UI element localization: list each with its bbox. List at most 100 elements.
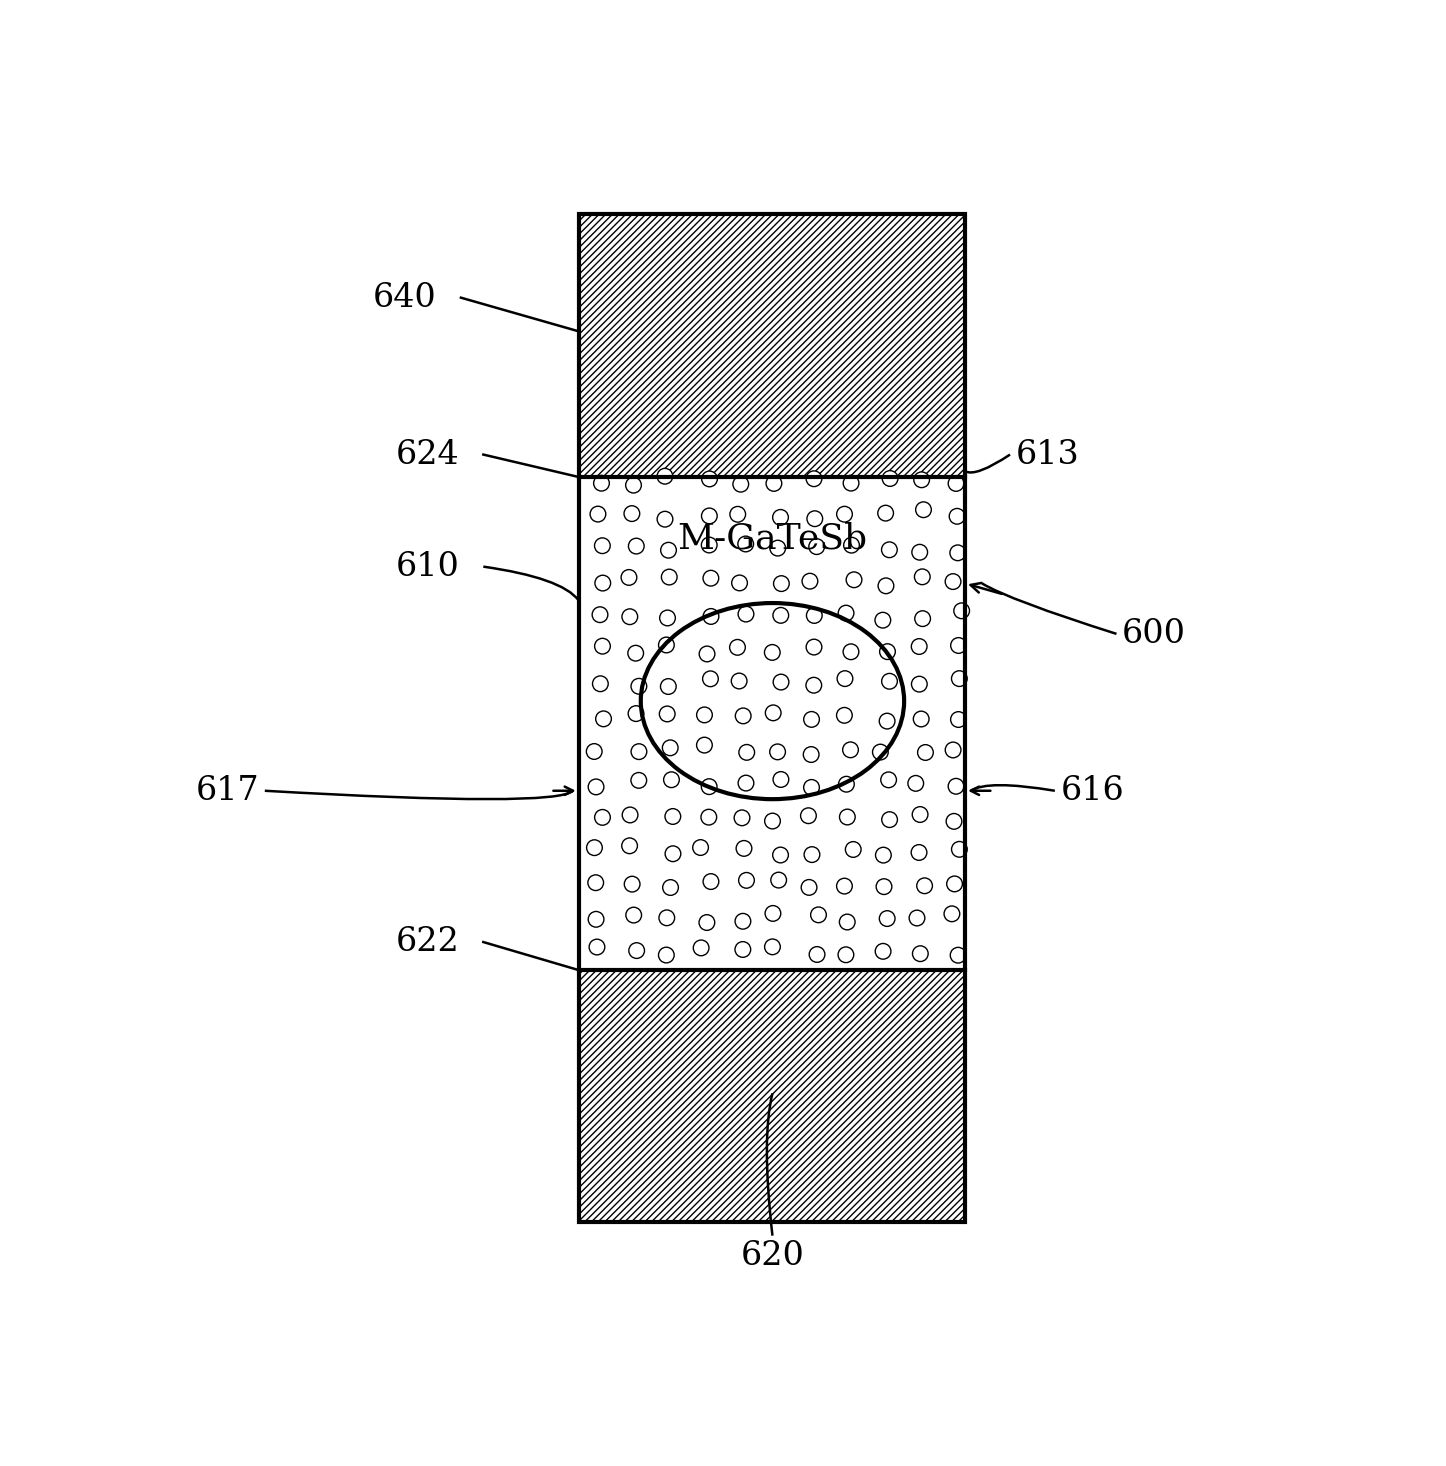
- Circle shape: [949, 509, 964, 525]
- Circle shape: [914, 472, 930, 488]
- Circle shape: [881, 773, 897, 787]
- Circle shape: [628, 705, 643, 721]
- Circle shape: [946, 814, 962, 830]
- Circle shape: [808, 539, 824, 554]
- Circle shape: [801, 880, 817, 896]
- Circle shape: [665, 846, 681, 862]
- Circle shape: [804, 780, 820, 795]
- Circle shape: [915, 611, 930, 626]
- Circle shape: [839, 915, 855, 929]
- Circle shape: [739, 872, 755, 888]
- Text: 620: 620: [740, 1240, 804, 1272]
- Circle shape: [703, 671, 719, 686]
- Circle shape: [774, 576, 790, 591]
- Circle shape: [837, 671, 853, 686]
- Circle shape: [622, 570, 636, 585]
- Circle shape: [944, 906, 960, 922]
- Circle shape: [661, 569, 677, 585]
- Circle shape: [949, 778, 964, 795]
- Circle shape: [656, 469, 672, 484]
- Circle shape: [739, 745, 755, 761]
- Circle shape: [879, 910, 895, 927]
- Circle shape: [701, 537, 717, 553]
- Circle shape: [659, 610, 675, 626]
- Circle shape: [914, 569, 930, 585]
- Circle shape: [951, 671, 967, 686]
- Circle shape: [701, 509, 717, 523]
- Circle shape: [732, 673, 748, 689]
- Circle shape: [811, 907, 826, 922]
- Circle shape: [771, 872, 787, 888]
- Circle shape: [630, 743, 646, 759]
- Circle shape: [908, 776, 924, 792]
- Circle shape: [626, 907, 642, 924]
- Circle shape: [774, 674, 790, 690]
- Circle shape: [587, 840, 603, 856]
- Circle shape: [946, 742, 962, 758]
- Circle shape: [769, 745, 785, 759]
- Circle shape: [950, 711, 966, 727]
- Circle shape: [843, 475, 859, 491]
- Circle shape: [872, 745, 888, 759]
- Circle shape: [879, 644, 895, 660]
- Circle shape: [772, 510, 788, 525]
- Circle shape: [735, 811, 750, 825]
- Circle shape: [882, 542, 897, 557]
- Circle shape: [630, 679, 646, 693]
- Circle shape: [846, 841, 860, 858]
- Circle shape: [625, 877, 641, 891]
- Circle shape: [622, 808, 638, 822]
- Circle shape: [769, 541, 785, 556]
- Circle shape: [593, 607, 607, 623]
- Circle shape: [701, 778, 717, 795]
- Text: 616: 616: [1060, 774, 1124, 806]
- Circle shape: [765, 814, 781, 828]
- Circle shape: [843, 742, 859, 758]
- Circle shape: [662, 880, 678, 896]
- Circle shape: [737, 537, 753, 551]
- Text: 640: 640: [373, 281, 437, 314]
- Circle shape: [737, 607, 753, 622]
- Circle shape: [878, 578, 894, 594]
- Circle shape: [803, 573, 818, 589]
- Circle shape: [950, 947, 966, 963]
- Text: 622: 622: [395, 927, 460, 959]
- Circle shape: [703, 874, 719, 890]
- Circle shape: [766, 475, 782, 491]
- Circle shape: [911, 844, 927, 861]
- Circle shape: [950, 545, 966, 560]
- Circle shape: [912, 946, 928, 962]
- Circle shape: [622, 839, 638, 853]
- Circle shape: [735, 913, 750, 929]
- Circle shape: [661, 679, 677, 695]
- Circle shape: [843, 538, 859, 553]
- Circle shape: [656, 512, 672, 528]
- Circle shape: [951, 841, 967, 858]
- Circle shape: [837, 506, 852, 522]
- Circle shape: [950, 638, 966, 654]
- Circle shape: [661, 542, 677, 559]
- Circle shape: [882, 673, 898, 689]
- Circle shape: [594, 809, 610, 825]
- Bar: [578, 970, 966, 1223]
- Circle shape: [589, 875, 603, 890]
- Circle shape: [733, 476, 749, 493]
- Circle shape: [917, 878, 933, 894]
- Circle shape: [912, 806, 928, 822]
- Circle shape: [875, 613, 891, 627]
- Circle shape: [589, 940, 604, 954]
- Circle shape: [665, 809, 681, 824]
- Circle shape: [807, 639, 821, 655]
- Circle shape: [594, 575, 610, 591]
- Circle shape: [765, 940, 781, 954]
- Circle shape: [774, 607, 788, 623]
- Circle shape: [596, 711, 612, 727]
- Bar: [578, 214, 966, 1223]
- Text: 610: 610: [395, 551, 460, 582]
- Circle shape: [912, 544, 927, 560]
- Circle shape: [629, 538, 643, 554]
- Text: 617: 617: [195, 774, 259, 806]
- Circle shape: [659, 707, 675, 721]
- Circle shape: [918, 745, 933, 761]
- Circle shape: [807, 510, 823, 526]
